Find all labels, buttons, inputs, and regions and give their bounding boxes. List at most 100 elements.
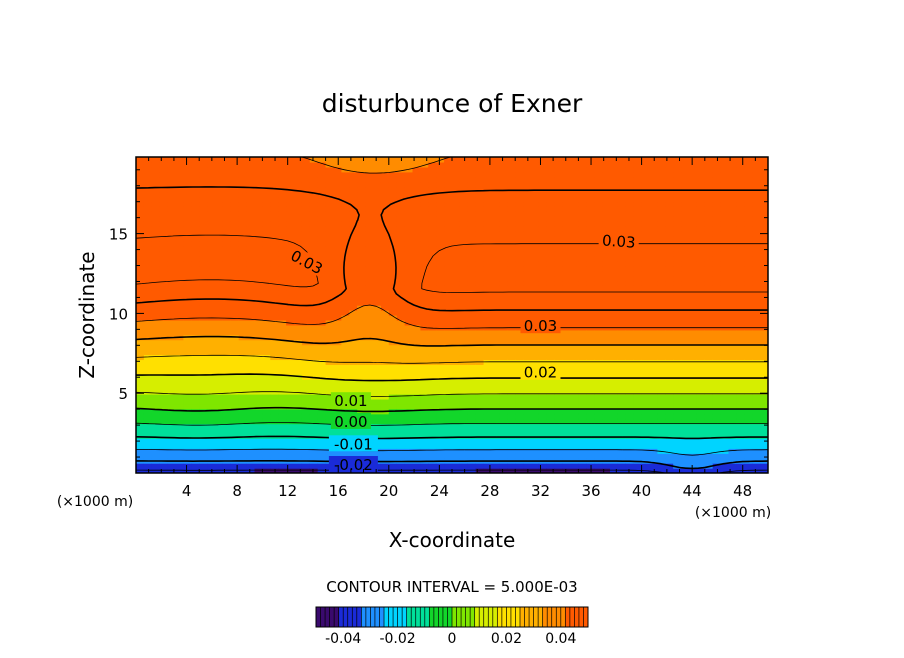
field-cell — [349, 285, 358, 291]
field-cell — [175, 161, 184, 168]
field-cell — [143, 329, 153, 336]
field-cell — [373, 260, 382, 267]
field-cell — [499, 226, 508, 232]
field-cell — [467, 161, 477, 168]
field-cell — [452, 161, 461, 168]
field-cell — [143, 285, 153, 291]
field-cell — [712, 319, 722, 326]
field-cell — [444, 211, 453, 217]
field-cell — [681, 201, 690, 207]
field-cell — [712, 369, 722, 375]
field-cell — [641, 428, 651, 435]
field-cell — [562, 270, 572, 277]
field-cell — [404, 463, 414, 469]
field-cell — [586, 181, 595, 188]
field-cell — [428, 240, 437, 247]
field-cell — [641, 423, 651, 430]
field-cell — [491, 191, 500, 198]
field-cell — [444, 236, 453, 242]
field-cell — [617, 285, 627, 291]
field-cell — [452, 398, 461, 405]
field-cell — [602, 300, 611, 306]
field-cell — [325, 176, 335, 183]
field-cell — [499, 364, 508, 370]
field-cell — [380, 157, 390, 163]
field-cell — [546, 384, 556, 390]
field-cell — [538, 359, 548, 365]
field-cell — [657, 305, 666, 311]
field-cell — [704, 221, 714, 227]
field-cell — [294, 319, 303, 326]
field-cell — [720, 201, 730, 207]
field-cell — [578, 211, 587, 217]
field-cell — [420, 196, 429, 203]
field-cell — [657, 374, 666, 380]
field-cell — [459, 364, 469, 370]
field-cell — [459, 374, 469, 380]
field-cell — [720, 319, 730, 326]
field-cell — [175, 270, 184, 277]
field-cell — [586, 265, 595, 272]
field-cell — [436, 453, 445, 459]
field-cell — [491, 438, 500, 444]
field-cell — [625, 216, 635, 222]
field-cell — [191, 448, 200, 454]
field-cell — [222, 384, 232, 390]
field-cell — [270, 369, 279, 375]
field-cell — [665, 201, 674, 207]
field-cell — [294, 226, 303, 232]
field-cell — [610, 280, 619, 286]
field-cell — [736, 403, 745, 410]
field-cell — [191, 181, 200, 188]
field-cell — [404, 403, 414, 410]
field-cell — [262, 305, 271, 311]
field-cell — [309, 161, 319, 168]
field-cell — [262, 344, 271, 351]
field-cell — [278, 310, 287, 316]
field-cell — [633, 260, 643, 267]
field-cell — [602, 181, 611, 188]
field-cell — [617, 398, 627, 405]
field-cell — [673, 403, 682, 410]
field-cell — [586, 250, 595, 257]
field-cell — [610, 265, 619, 272]
field-cell — [673, 201, 682, 207]
field-cell — [175, 201, 184, 207]
field-cell — [625, 453, 635, 459]
field-cell — [230, 389, 240, 395]
field-cell — [373, 319, 382, 326]
field-cell — [491, 181, 500, 188]
field-cell — [728, 255, 737, 262]
field-cell — [641, 418, 651, 425]
field-cell — [167, 310, 177, 316]
field-cell — [436, 423, 445, 430]
field-cell — [467, 176, 477, 183]
field-cell — [483, 176, 493, 183]
field-cell — [404, 240, 414, 247]
field-cell — [728, 463, 737, 469]
field-cell — [483, 260, 493, 267]
field-cell — [744, 413, 753, 420]
field-cell — [262, 201, 271, 207]
field-cell — [317, 157, 327, 163]
field-cell — [602, 166, 611, 173]
field-cell — [317, 285, 327, 291]
field-cell — [341, 171, 350, 178]
field-cell — [736, 339, 745, 346]
field-cell — [404, 374, 414, 380]
field-cell — [396, 374, 406, 380]
field-cell — [665, 295, 674, 301]
field-cell — [523, 384, 532, 390]
field-cell — [491, 468, 500, 473]
field-cell — [246, 280, 256, 286]
field-cell — [515, 428, 524, 435]
field-cell — [309, 398, 319, 405]
field-cell — [554, 161, 564, 168]
field-cell — [380, 171, 390, 178]
field-cell — [317, 433, 327, 440]
field-cell — [681, 438, 690, 444]
field-cell — [665, 191, 674, 198]
field-cell — [689, 443, 698, 449]
field-cell — [665, 206, 674, 212]
field-cell — [744, 250, 753, 257]
